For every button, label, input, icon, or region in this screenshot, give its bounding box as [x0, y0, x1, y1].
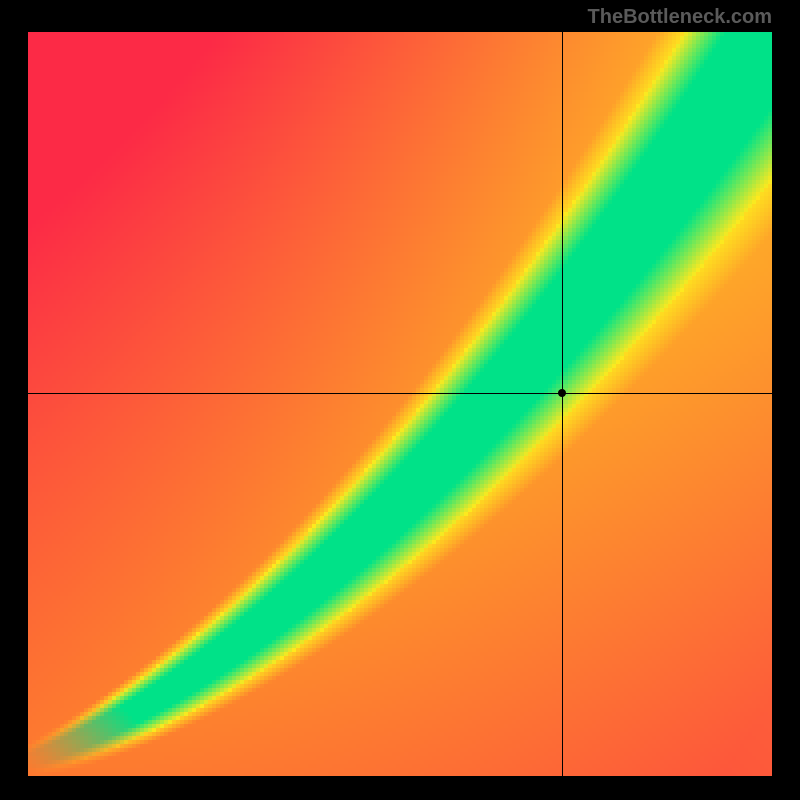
heatmap-plot [28, 32, 772, 776]
crosshair-horizontal [28, 393, 772, 394]
crosshair-marker[interactable] [558, 389, 566, 397]
watermark-text: TheBottleneck.com [588, 6, 772, 29]
heatmap-canvas [28, 32, 772, 776]
crosshair-vertical [562, 32, 563, 776]
